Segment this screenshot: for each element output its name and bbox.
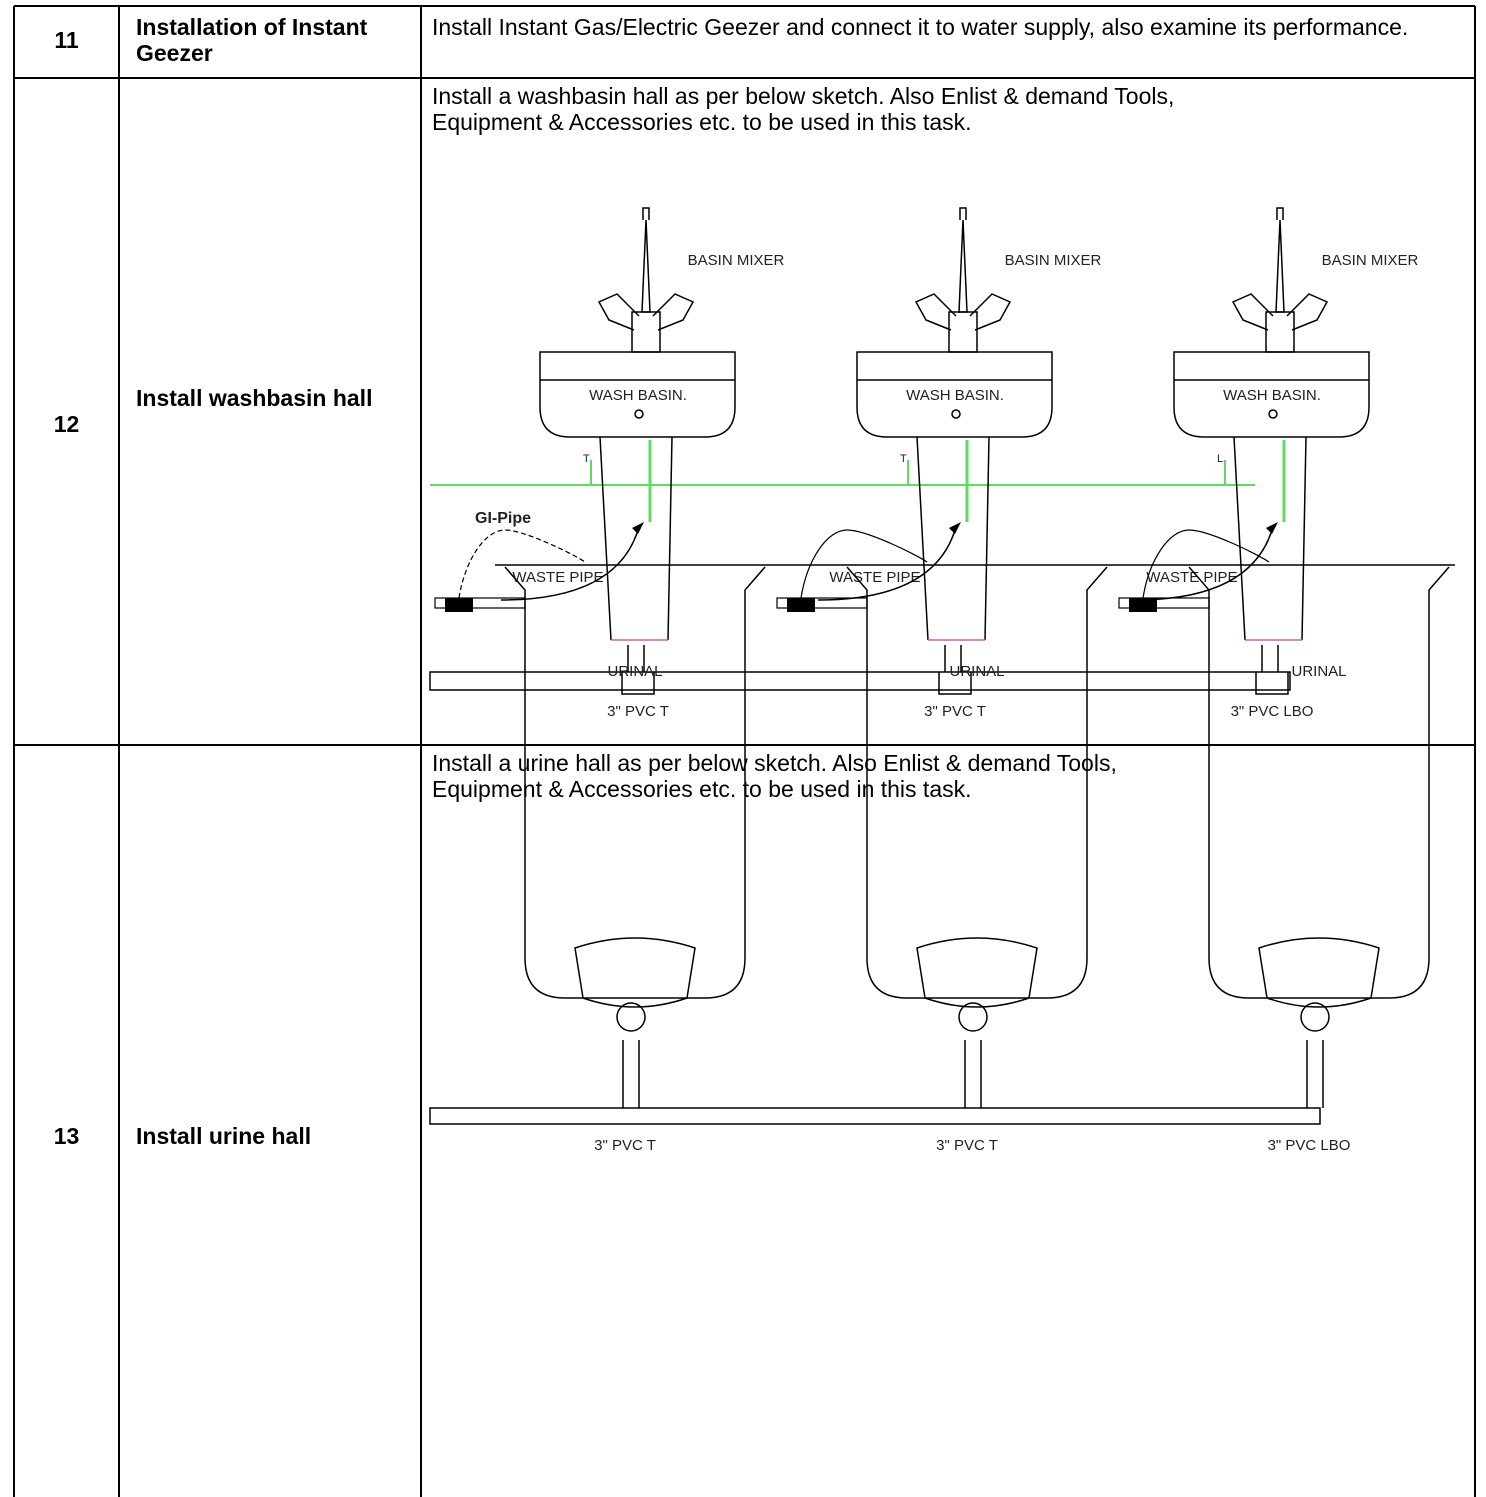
drain-pipe: [429, 1107, 1321, 1125]
drain-hole: [616, 1002, 646, 1032]
mixer-label: BASIN MIXER: [1005, 252, 1102, 269]
fitting-label: 3" PVC T: [924, 703, 986, 720]
arrow: [500, 529, 639, 601]
fitting-label: 3" PVC T: [594, 1137, 656, 1154]
drain-hole: [958, 1002, 988, 1032]
wash-basin: [856, 351, 1053, 438]
fitting-label: 3" PVC T: [936, 1137, 998, 1154]
urinal-label: URINAL: [1291, 663, 1346, 680]
pedestal: [599, 436, 673, 641]
row-number: 12: [53, 411, 80, 437]
valve: [445, 598, 473, 612]
waste-label: WASTE PIPE: [1146, 569, 1237, 586]
spout: [641, 207, 651, 313]
overflow: [1268, 409, 1278, 419]
overflow: [951, 409, 961, 419]
handle: [914, 293, 1012, 353]
fitting: [938, 645, 972, 695]
flush-line: [458, 529, 586, 599]
row-number: 11: [54, 27, 79, 53]
fitting: [621, 645, 655, 695]
trap-bowl: [916, 937, 1038, 1008]
task-description: Install a urine hall as per below sketch…: [432, 750, 1117, 802]
arrow-head: [949, 522, 961, 534]
task-name: Install washbasin hall: [136, 385, 373, 411]
arrow-head: [632, 522, 644, 534]
urinal-body: [504, 566, 766, 999]
arrow-head: [1266, 522, 1278, 534]
fitting-label: 3" PVC LBO: [1268, 1137, 1351, 1154]
urinal-label: URINAL: [607, 663, 662, 680]
handle: [1231, 293, 1329, 353]
drain-hole: [1300, 1002, 1330, 1032]
spout: [958, 207, 968, 313]
valve: [1129, 598, 1157, 612]
urinal-body: [1188, 566, 1450, 999]
urinal-body: [846, 566, 1108, 999]
wash-basin: [539, 351, 736, 438]
wash-basin: [1173, 351, 1370, 438]
urinal-label: URINAL: [949, 663, 1004, 680]
basin-label: WASH BASIN.: [906, 387, 1004, 404]
fitting: [1255, 645, 1289, 695]
tee-label: T: [900, 453, 907, 465]
drain-pipe: [429, 671, 1291, 691]
supply-pipe: [776, 597, 868, 609]
supply-pipe: [434, 597, 526, 609]
tee-label: T: [583, 453, 590, 465]
basin-label: WASH BASIN.: [589, 387, 687, 404]
task-description: Install Instant Gas/Electric Geezer and …: [432, 14, 1409, 40]
drain-riser: [1306, 1040, 1324, 1108]
task-name: Install urine hall: [136, 1123, 312, 1149]
drain-riser: [622, 1040, 640, 1108]
flush-line: [800, 529, 928, 599]
mixer-label: BASIN MIXER: [688, 252, 785, 269]
supply-pipe: [1118, 597, 1210, 609]
valve: [787, 598, 815, 612]
arrow: [1134, 529, 1273, 601]
handle: [597, 293, 695, 353]
pipe-label: GI-Pipe: [475, 510, 531, 527]
basin-label: WASH BASIN.: [1223, 387, 1321, 404]
fitting-label: 3" PVC T: [607, 703, 669, 720]
trap-bowl: [1258, 937, 1380, 1008]
pedestal: [916, 436, 990, 641]
trap-bowl: [574, 937, 696, 1008]
task-description: Install a washbasin hall as per below sk…: [432, 83, 1175, 135]
pedestal: [1233, 436, 1307, 641]
mixer-label: BASIN MIXER: [1322, 252, 1419, 269]
arrow: [817, 529, 956, 601]
task-name: Installation of Instant Geezer: [136, 14, 368, 66]
tee-label: L: [1217, 453, 1223, 465]
flush-line: [1142, 529, 1270, 599]
overflow: [634, 409, 644, 419]
drain-riser: [964, 1040, 982, 1108]
fitting-label: 3" PVC LBO: [1231, 703, 1314, 720]
waste-label: WASTE PIPE: [512, 569, 603, 586]
row-number: 13: [53, 1123, 80, 1149]
spout: [1275, 207, 1285, 313]
